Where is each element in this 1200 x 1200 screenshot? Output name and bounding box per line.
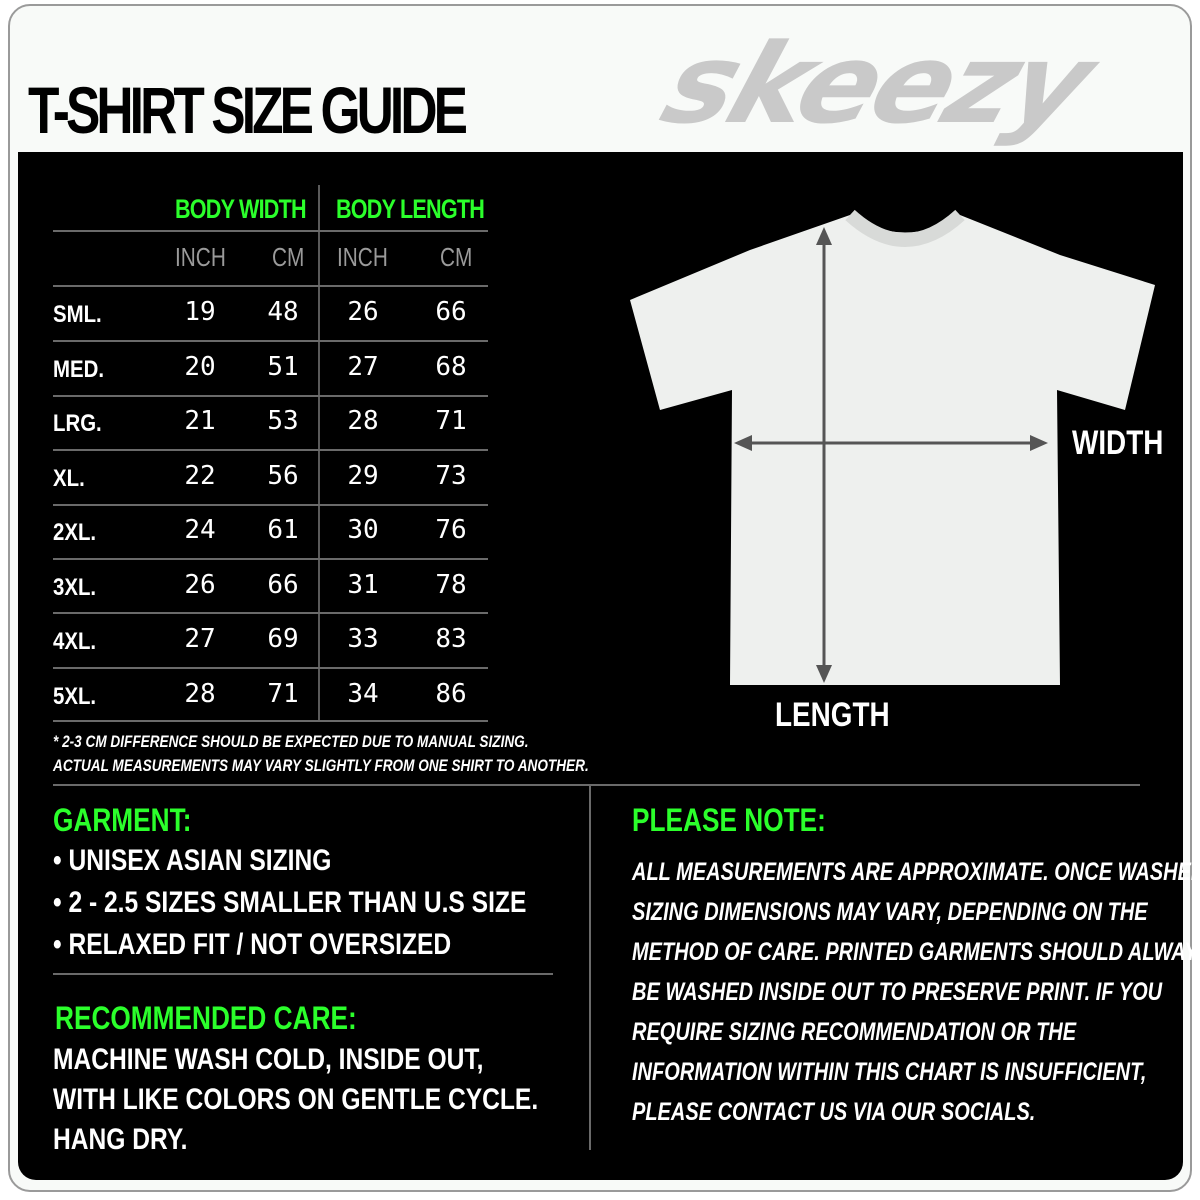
table-cell: 71 [267,678,299,709]
please-note-text: ALL MEASUREMENTS ARE APPROXIMATE. ONCE W… [632,852,1200,1132]
care-heading: RECOMMENDED CARE: [55,1000,357,1036]
note-line: ALL MEASUREMENTS ARE APPROXIMATE. ONCE W… [632,858,1200,886]
table-cell: 26 [184,569,216,600]
note-line: INFORMATION WITHIN THIS CHART IS INSUFFI… [632,1058,1147,1086]
table-cell: 19 [184,297,216,327]
table-cell: 48 [267,297,299,327]
row-divider [53,667,488,669]
size-label: MED. [53,355,104,383]
header-body-width: BODY WIDTH [175,194,307,224]
footnote: * 2-3 CM DIFFERENCE SHOULD BE EXPECTED D… [53,732,529,751]
table-cell: 66 [435,297,467,327]
note-line: SIZING DIMENSIONS MAY VARY, DEPENDING ON… [632,898,1148,926]
arrow-head-icon [816,227,832,245]
garment-heading: GARMENT: [53,802,192,838]
row-divider [53,612,488,614]
table-cell: 24 [184,515,216,545]
table-cell: 51 [267,351,299,382]
care-line: WITH LIKE COLORS ON GENTLE CYCLE. [53,1083,539,1116]
table-cell: 34 [347,678,379,709]
arrow-head-icon [816,665,832,683]
table-cell: 86 [435,678,467,709]
garment-item: • 2 - 2.5 SIZES SMALLER THAN U.S SIZE [53,886,527,919]
header-body-length: BODY LENGTH [336,194,485,224]
tshirt-shape [630,215,1155,685]
garment-item: • UNISEX ASIAN SIZING [53,844,332,877]
row-divider [53,720,488,722]
unit-inch: INCH [175,242,226,272]
table-cell: 76 [435,515,467,545]
table-cell: 21 [184,406,216,436]
size-label: 4XL. [53,628,97,655]
size-label: XL. [53,464,85,492]
care-line: MACHINE WASH COLD, INSIDE OUT, [53,1043,484,1076]
width-label: WIDTH [1072,424,1164,462]
arrow-head-icon [734,435,752,451]
size-label: 5XL. [53,682,97,710]
length-label: LENGTH [775,696,890,734]
care-text: MACHINE WASH COLD, INSIDE OUT, WITH LIKE… [53,1040,538,1160]
row-divider [53,340,488,342]
please-note-heading: PLEASE NOTE: [632,802,826,838]
table-cell: 73 [435,460,467,491]
row-divider [53,285,488,287]
table-cell: 61 [267,515,299,545]
table-cell: 33 [347,624,379,654]
arrow-head-icon [1030,435,1048,451]
table-cell: 83 [435,624,467,654]
note-line: BE WASHED INSIDE OUT TO PRESERVE PRINT. … [632,978,1163,1006]
page-title: T-SHIRT SIZE GUIDE [28,73,468,147]
note-line: REQUIRE SIZING RECOMMENDATION OR THE [632,1018,1077,1046]
row-divider [53,230,488,232]
garment-item-text: 2 - 2.5 SIZES SMALLER THAN U.S SIZE [68,886,527,919]
table-cell: 27 [184,624,216,654]
row-divider [53,449,488,451]
table-cell: 30 [347,515,379,545]
table-cell: 27 [347,351,379,382]
table-cell: 71 [435,406,467,436]
brand-logo: skeezy [648,20,1106,148]
table-cell: 26 [347,297,379,327]
size-label: SML. [53,301,102,328]
divider [53,973,553,975]
unit-cm: CM [440,242,473,272]
table-cell: 28 [347,406,379,436]
garment-item-text: RELAXED FIT / NOT OVERSIZED [68,928,452,961]
footnote: ACTUAL MEASUREMENTS MAY VARY SLIGHTLY FR… [53,756,589,775]
table-cell: 53 [267,406,299,436]
unit-cm: CM [272,242,305,272]
table-cell: 29 [347,460,379,491]
table-cell: 68 [435,351,467,382]
divider [53,784,1140,786]
divider [589,786,591,1150]
table-cell: 20 [184,351,216,382]
table-cell: 28 [184,678,216,709]
garment-item-text: UNISEX ASIAN SIZING [68,844,332,877]
care-line: HANG DRY. [53,1123,188,1156]
table-cell: 78 [435,569,467,600]
table-cell: 69 [267,624,299,654]
row-divider [53,558,488,560]
size-label: 3XL. [53,573,97,601]
row-divider [53,504,488,506]
size-label: LRG. [53,410,102,437]
table-cell: 22 [184,460,216,491]
row-divider [53,395,488,397]
column-divider [318,185,320,720]
table-cell: 31 [347,569,379,600]
table-cell: 66 [267,569,299,600]
tshirt-collar [845,209,965,247]
garment-item: • RELAXED FIT / NOT OVERSIZED [53,928,452,961]
tshirt-diagram [630,209,1155,685]
unit-inch: INCH [337,242,388,272]
note-line: METHOD OF CARE. PRINTED GARMENTS SHOULD … [632,938,1200,966]
note-line: PLEASE CONTACT US VIA OUR SOCIALS. [632,1098,1036,1126]
table-cell: 56 [267,460,299,491]
size-label: 2XL. [53,519,97,546]
